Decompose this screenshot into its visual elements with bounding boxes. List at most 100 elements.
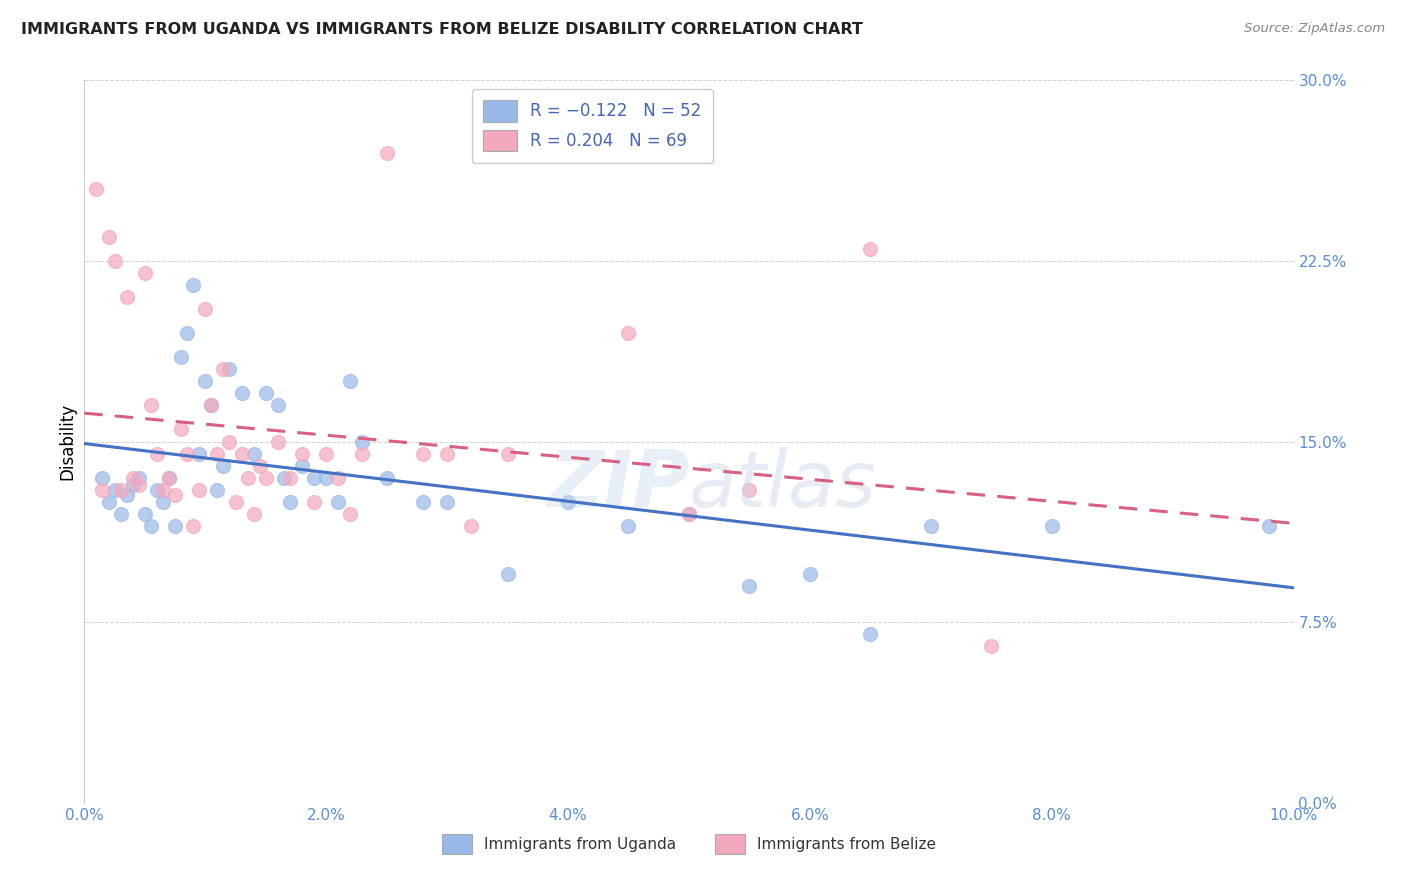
Point (302, 471, 325, 485)
Point (375, 471, 398, 485)
Text: atlas: atlas (689, 447, 877, 523)
Legend: Immigrants from Uganda, Immigrants from Belize: Immigrants from Uganda, Immigrants from … (436, 829, 942, 860)
Point (328, 471, 350, 485)
Point (678, 507, 700, 521)
Point (557, 494, 579, 508)
Point (302, 494, 325, 508)
Point (139, 398, 162, 412)
Point (231, 386, 253, 401)
Point (412, 446, 434, 460)
Point (617, 519, 640, 533)
Point (139, 519, 162, 533)
Point (121, 471, 143, 485)
Point (212, 458, 235, 473)
Point (436, 494, 458, 508)
Point (859, 627, 882, 641)
Point (194, 375, 217, 389)
Point (200, 398, 222, 412)
Point (1040, 519, 1063, 533)
Point (188, 483, 211, 497)
Point (104, 253, 127, 268)
Point (352, 434, 374, 449)
Point (328, 494, 350, 508)
Y-axis label: Disability: Disability (58, 403, 76, 480)
Point (128, 471, 150, 485)
Point (267, 434, 290, 449)
Point (110, 483, 132, 497)
Point (128, 478, 150, 492)
Point (115, 487, 138, 501)
Point (165, 487, 187, 501)
Point (496, 446, 519, 460)
Point (218, 434, 240, 449)
Point (200, 398, 222, 412)
Point (980, 639, 1002, 653)
Point (231, 446, 253, 460)
Point (170, 423, 193, 437)
Point (97, 230, 120, 244)
Point (91, 471, 114, 485)
Point (254, 471, 277, 485)
Point (115, 290, 138, 304)
Point (315, 471, 337, 485)
Point (496, 567, 519, 582)
Point (152, 494, 174, 508)
Point (97, 494, 120, 508)
Point (278, 471, 301, 485)
Point (291, 446, 314, 460)
Point (157, 471, 180, 485)
Point (375, 145, 398, 160)
Point (249, 458, 271, 473)
Point (436, 446, 458, 460)
Point (920, 519, 942, 533)
Point (188, 446, 211, 460)
Point (460, 519, 482, 533)
Point (194, 301, 217, 317)
Point (170, 350, 193, 364)
Text: ZIP: ZIP (547, 447, 689, 523)
Point (207, 483, 229, 497)
Point (134, 507, 156, 521)
Point (738, 579, 761, 593)
Point (236, 471, 259, 485)
Point (738, 483, 761, 497)
Point (91, 483, 114, 497)
Point (267, 398, 290, 412)
Point (242, 446, 264, 460)
Text: Source: ZipAtlas.com: Source: ZipAtlas.com (1244, 22, 1385, 36)
Point (121, 478, 143, 492)
Point (134, 266, 156, 280)
Point (212, 362, 235, 376)
Point (181, 278, 204, 293)
Point (799, 567, 821, 582)
Text: IMMIGRANTS FROM UGANDA VS IMMIGRANTS FROM BELIZE DISABILITY CORRELATION CHART: IMMIGRANTS FROM UGANDA VS IMMIGRANTS FRO… (21, 22, 863, 37)
Point (1258, 519, 1281, 533)
Point (110, 507, 132, 521)
Point (86, 182, 108, 196)
Point (291, 458, 314, 473)
Point (242, 507, 264, 521)
Point (146, 446, 169, 460)
Point (254, 386, 277, 401)
Point (104, 483, 127, 497)
Point (352, 446, 374, 460)
Point (207, 446, 229, 460)
Point (339, 507, 361, 521)
Point (678, 507, 700, 521)
Point (165, 519, 187, 533)
Point (218, 362, 240, 376)
Point (412, 494, 434, 508)
Point (859, 242, 882, 256)
Point (315, 446, 337, 460)
Point (146, 483, 169, 497)
Point (225, 494, 247, 508)
Point (181, 519, 204, 533)
Point (157, 471, 180, 485)
Point (176, 446, 198, 460)
Point (152, 483, 174, 497)
Point (339, 375, 361, 389)
Point (278, 494, 301, 508)
Point (176, 326, 198, 341)
Point (617, 326, 640, 341)
Point (273, 471, 295, 485)
